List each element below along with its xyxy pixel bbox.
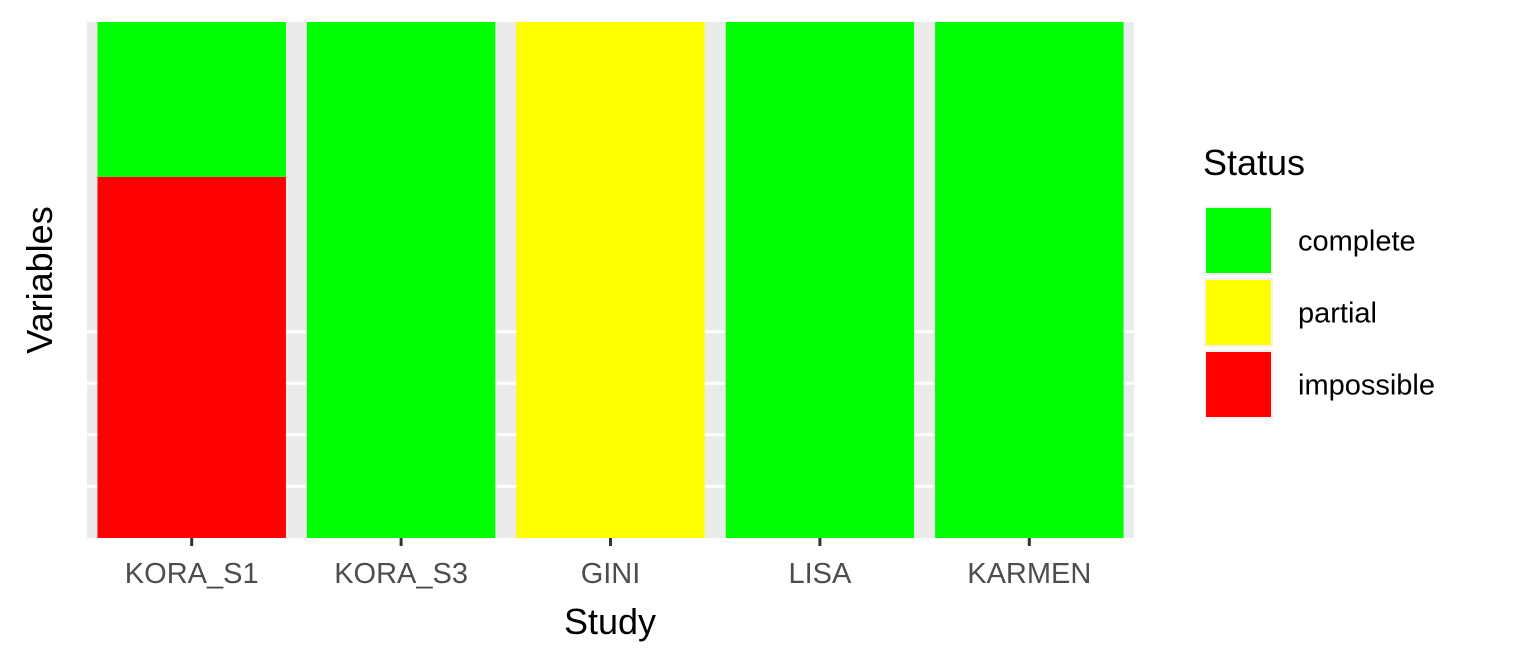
x-axis-title: Study (564, 601, 656, 642)
legend-key-partial (1204, 278, 1273, 347)
legend-title: Status (1203, 142, 1305, 183)
x-tick-label: LISA (788, 558, 852, 590)
legend-label-impossible: impossible (1298, 370, 1435, 402)
bar-kora-s1-complete (97, 22, 286, 177)
bar-karmen-complete (935, 22, 1124, 538)
y-axis-title: Variables (19, 206, 60, 353)
x-tick-label: KORA_S3 (334, 558, 468, 590)
legend-key-impossible (1204, 350, 1273, 419)
bar-lisa-complete (725, 22, 915, 538)
x-axis-ticks: KORA_S1 KORA_S3 GINI LISA KARMEN (125, 538, 1091, 590)
legend-key-complete (1204, 206, 1273, 275)
x-tick-label: GINI (581, 558, 641, 590)
bar-gini-partial (516, 22, 705, 538)
bar-kora-s1-impossible (97, 176, 286, 539)
bars (97, 22, 1124, 539)
x-tick-label: KARMEN (967, 558, 1091, 590)
legend-label-complete: complete (1298, 226, 1416, 258)
legend: Status complete partial impossible (1203, 142, 1435, 419)
bar-kora-s3-complete (306, 22, 496, 538)
x-tick-label: KORA_S1 (125, 558, 259, 590)
legend-items: complete partial impossible (1204, 206, 1435, 419)
legend-label-partial: partial (1298, 298, 1377, 330)
